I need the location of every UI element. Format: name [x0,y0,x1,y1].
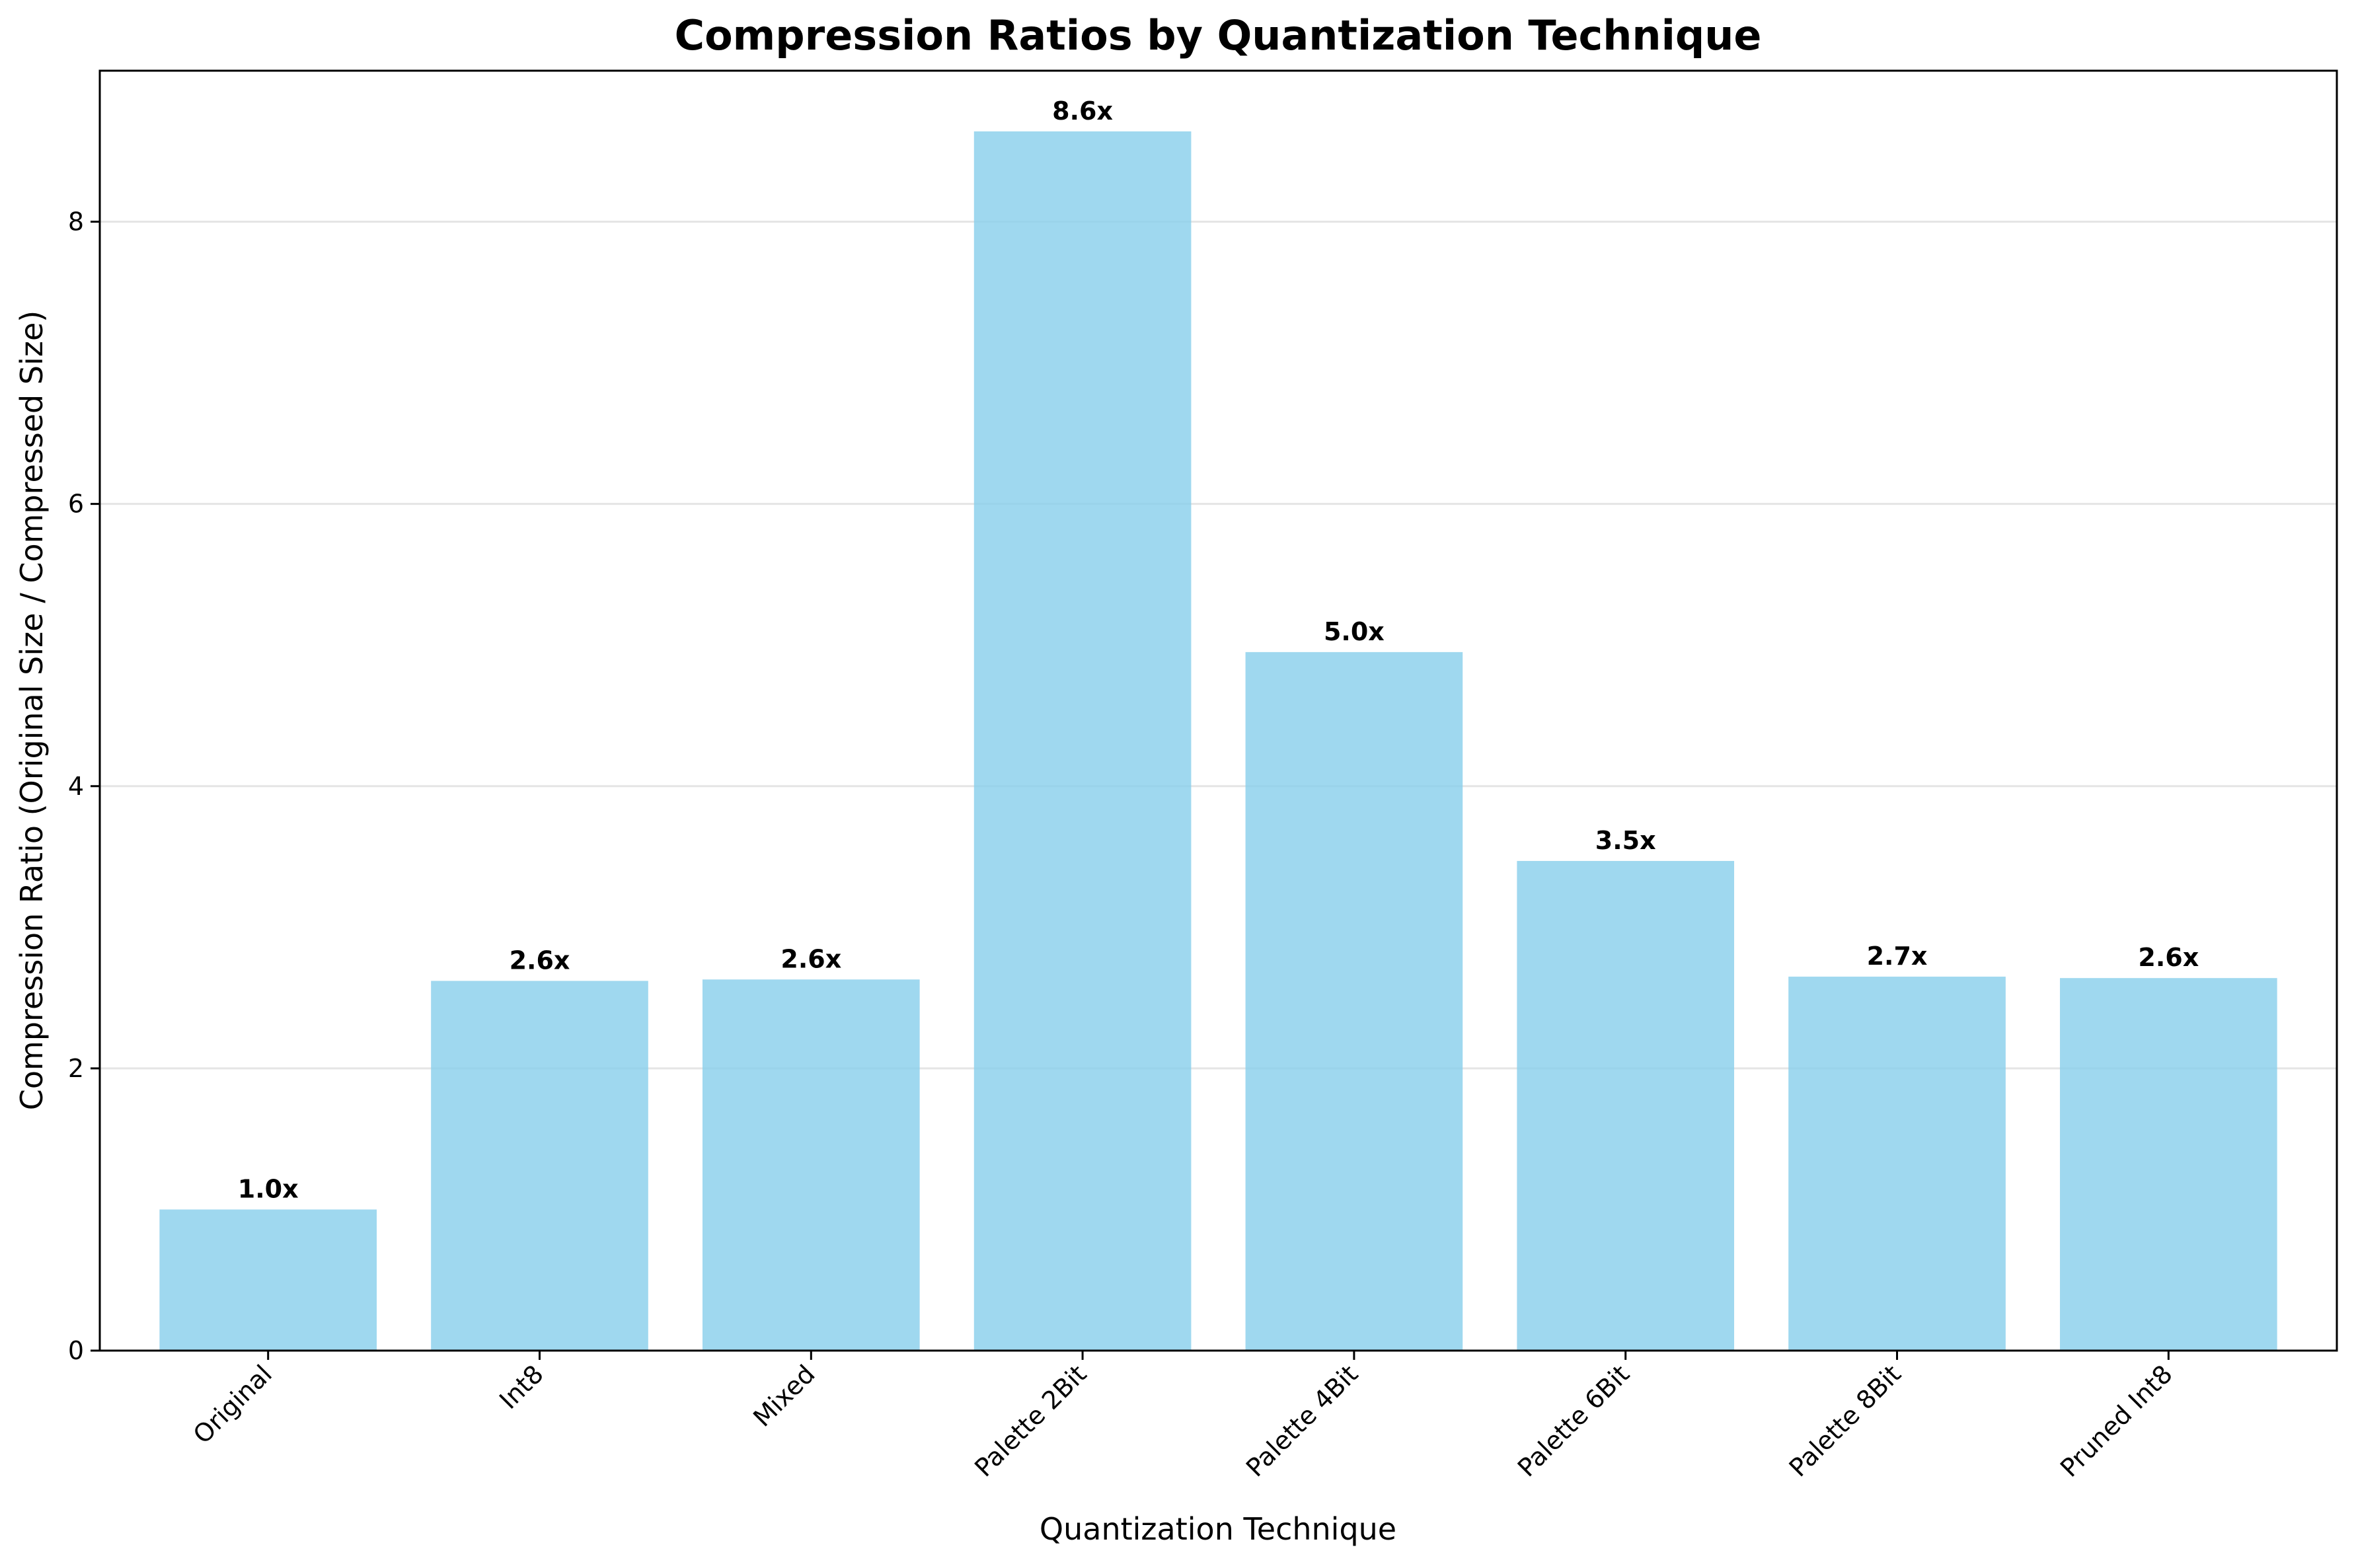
data-labels: 1.0x 2.6x 2.6x 8.6x 5.0x 3.5x 2.7x 2.6x [238,96,2199,1204]
bar-original [159,1209,377,1351]
data-label: 8.6x [1052,96,1113,126]
bar-pruned-int8 [2059,978,2277,1351]
bar-palette-8bit [1788,977,2006,1351]
y-tick-label: 6 [68,490,84,519]
y-axis-ticks: 0 2 4 6 8 [68,207,100,1365]
y-axis-label: Compression Ratio (Original Size / Compr… [14,311,50,1110]
data-label: 3.5x [1595,826,1656,855]
bar-palette-6bit [1517,860,1735,1351]
bar-mixed [702,979,920,1351]
y-tick-label: 2 [68,1054,84,1083]
data-label: 2.6x [2138,943,2199,972]
data-label: 2.6x [510,946,570,975]
data-label: 5.0x [1324,617,1385,646]
plot-frame [98,69,2338,1352]
bar-int8 [431,981,648,1351]
y-tick-label: 4 [68,772,84,801]
bar-palette-2bit [973,131,1192,1351]
data-label: 2.6x [780,944,841,973]
chart-title: Compression Ratios by Quantization Techn… [675,11,1762,59]
y-tick-label: 0 [68,1336,84,1365]
x-axis-label: Quantization Technique [1040,1511,1396,1547]
y-tick-label: 8 [68,207,84,237]
bar-palette-4bit [1245,652,1463,1351]
bars [159,131,2277,1351]
data-label: 1.0x [238,1174,299,1203]
data-label: 2.7x [1867,942,1928,971]
